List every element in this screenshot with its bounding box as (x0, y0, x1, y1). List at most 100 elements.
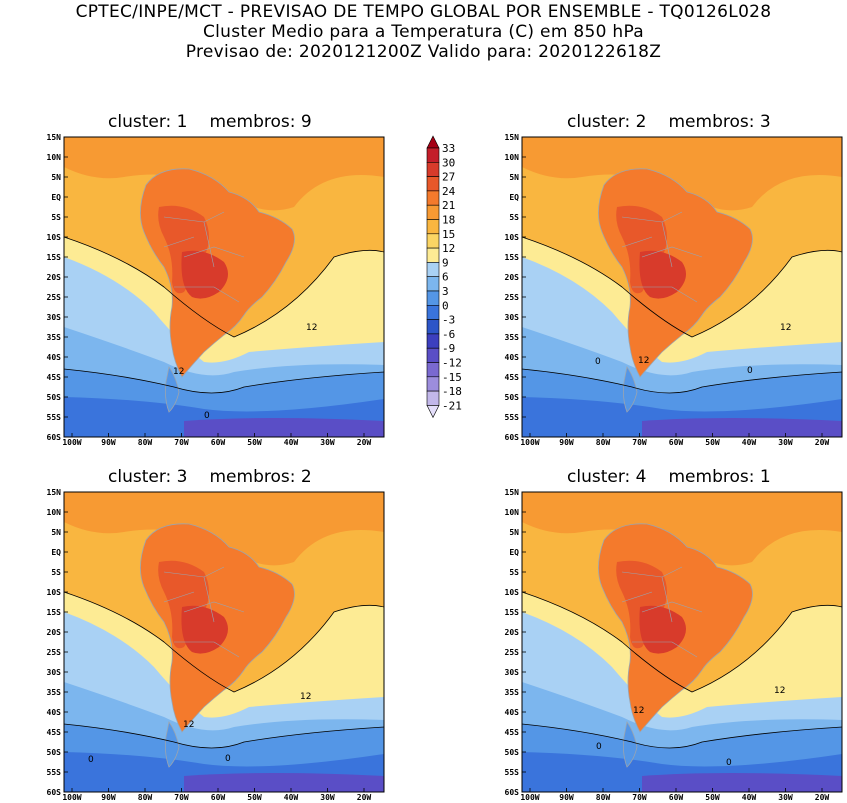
lat-tick-label: 40S (505, 353, 520, 362)
contour-label: 0 (88, 755, 94, 765)
lat-tick-label: 45S (47, 728, 62, 737)
lat-tick-label: 60S (47, 433, 62, 442)
lat-tick-label: 50S (47, 748, 62, 757)
lat-tick-label: 20S (47, 628, 62, 637)
lon-tick-label: 80W (138, 793, 153, 802)
lat-tick-label: EQ (51, 548, 61, 557)
lat-tick-label: 25S (505, 293, 520, 302)
lat-tick-label: 45S (47, 373, 62, 382)
contour-label: 0 (747, 366, 753, 376)
contour-label: 12 (306, 323, 317, 333)
lat-tick-label: 35S (505, 333, 520, 342)
lat-tick-label: 15N (47, 488, 62, 497)
lat-tick-label: 10N (47, 153, 62, 162)
lat-tick-label: 5S (509, 568, 519, 577)
lat-tick-label: 15N (47, 133, 62, 142)
lat-tick-label: 20S (505, 273, 520, 282)
colorbar-label: 33 (442, 142, 455, 155)
colorbar-top-arrow (426, 135, 440, 149)
lat-tick-label: 15S (47, 253, 62, 262)
lat-tick-label: 25S (47, 648, 62, 657)
header-title-line-3: Previsao de: 2020121200Z Valido para: 20… (185, 42, 662, 62)
lat-tick-label: 45S (505, 373, 520, 382)
lat-tick-label: 25S (505, 648, 520, 657)
lon-tick-label: 60W (669, 793, 684, 802)
colorbar-swatch (426, 319, 440, 335)
lon-tick-label: 40W (742, 438, 757, 447)
lon-tick-label: 80W (596, 793, 611, 802)
lat-tick-label: 40S (47, 353, 62, 362)
lat-tick-label: 55S (505, 768, 520, 777)
lat-tick-label: 5S (51, 213, 61, 222)
contour-label: 12 (183, 720, 194, 730)
lon-tick-label: 20W (815, 438, 830, 447)
lon-tick-label: 70W (632, 793, 647, 802)
lat-tick-label: 10N (505, 153, 520, 162)
colorbar-label: -21 (442, 399, 462, 412)
colorbar-bottom-arrow (426, 405, 440, 419)
colorbar-swatch (426, 247, 440, 263)
lat-tick-label: 30S (505, 313, 520, 322)
lon-tick-label: 40W (284, 438, 299, 447)
lon-tick-label: 100W (520, 438, 539, 447)
lon-tick-label: 20W (357, 793, 372, 802)
lon-tick-label: 20W (815, 793, 830, 802)
lat-tick-label: 40S (47, 708, 62, 717)
colorbar-label: 15 (442, 228, 455, 241)
colorbar-label: 0 (442, 299, 449, 312)
lat-tick-label: 5N (509, 173, 519, 182)
axis-ticks: 15N10N5NEQ5S10S15S20S25S30S35S40S45S50S5… (47, 133, 830, 802)
lon-tick-label: 30W (778, 793, 793, 802)
colorbar-label: 24 (442, 185, 456, 198)
lon-tick-label: 60W (669, 438, 684, 447)
lon-tick-label: 70W (174, 438, 189, 447)
lon-tick-label: 90W (559, 438, 574, 447)
colorbar-swatch (426, 147, 440, 163)
colorbar-swatch (426, 262, 440, 277)
colorbar-label: -9 (442, 342, 455, 355)
lon-tick-label: 90W (101, 438, 116, 447)
lat-tick-label: 30S (47, 313, 62, 322)
map-panel-4 (521, 491, 843, 793)
colorbar-label: -15 (442, 371, 462, 384)
colorbar-label: -12 (442, 357, 462, 370)
panel-3-title: cluster: 3 membros: 2 (108, 467, 312, 487)
lat-tick-label: 10S (47, 233, 62, 242)
lat-tick-label: 15S (505, 608, 520, 617)
lon-tick-label: 60W (211, 438, 226, 447)
lat-tick-label: 5S (51, 568, 61, 577)
lat-tick-label: 55S (505, 413, 520, 422)
contour-label: 0 (204, 411, 210, 421)
lat-tick-label: 20S (505, 628, 520, 637)
lat-tick-label: 30S (505, 668, 520, 677)
header-title-line-1: CPTEC/INPE/MCT - PREVISAO DE TEMPO GLOBA… (75, 2, 772, 22)
lat-tick-label: 15N (505, 133, 520, 142)
lat-tick-label: 10N (505, 508, 520, 517)
contour-label: 12 (774, 686, 785, 696)
colorbar-swatch (426, 290, 440, 306)
colorbar-label: 30 (442, 156, 455, 169)
lat-tick-label: 15S (505, 253, 520, 262)
colorbar-swatch (426, 176, 440, 192)
contour-label: 0 (596, 742, 602, 752)
lon-tick-label: 20W (357, 438, 372, 447)
lat-tick-label: 50S (505, 748, 520, 757)
lon-tick-label: 80W (138, 438, 153, 447)
colorbar-label: 3 (442, 285, 449, 298)
colorbar-swatch (426, 162, 440, 177)
lon-tick-label: 50W (705, 793, 720, 802)
lat-tick-label: EQ (509, 548, 519, 557)
colorbar-label: 21 (442, 199, 455, 212)
lat-tick-label: 10S (47, 588, 62, 597)
panel-1-title: cluster: 1 membros: 9 (108, 112, 312, 132)
lat-tick-label: 55S (47, 413, 62, 422)
colorbar-label: -18 (442, 385, 462, 398)
lon-tick-label: 90W (559, 793, 574, 802)
colorbar-label: 18 (442, 214, 455, 227)
colorbar-label: -6 (442, 328, 455, 341)
lat-tick-label: 10N (47, 508, 62, 517)
lat-tick-label: 15S (47, 608, 62, 617)
colorbar-swatch (426, 276, 440, 292)
